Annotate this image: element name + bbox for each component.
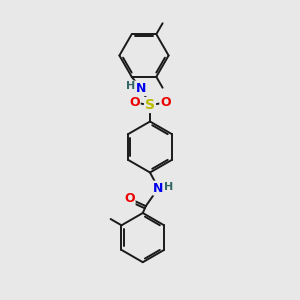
Text: O: O	[160, 96, 171, 109]
Text: H: H	[127, 81, 136, 91]
Text: O: O	[124, 192, 135, 205]
Text: N: N	[153, 182, 164, 195]
Text: H: H	[164, 182, 173, 192]
Text: S: S	[145, 98, 155, 112]
Text: N: N	[136, 82, 146, 95]
Text: O: O	[129, 96, 140, 109]
